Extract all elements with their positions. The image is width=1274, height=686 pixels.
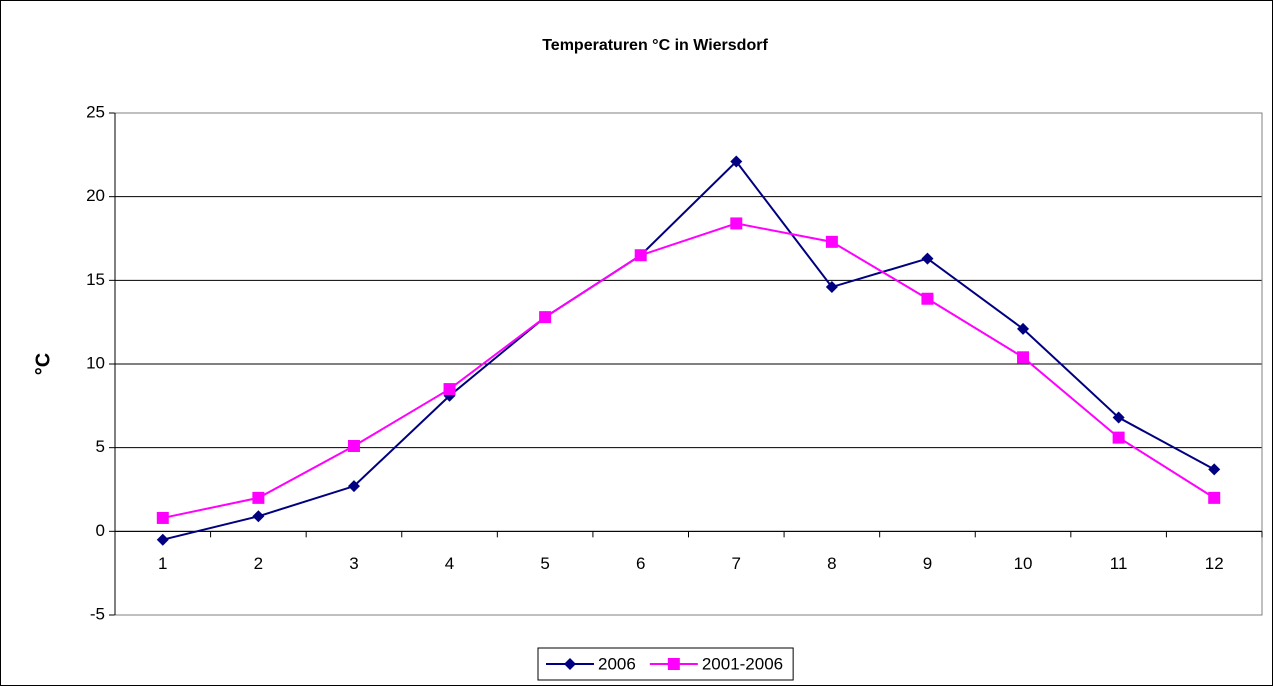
data-point <box>634 249 647 262</box>
data-point <box>1208 463 1221 476</box>
legend-marker <box>667 658 680 670</box>
x-tick-label: 1 <box>158 554 167 573</box>
x-tick-label: 7 <box>732 554 741 573</box>
y-tick-label: 20 <box>86 186 105 205</box>
data-point <box>730 155 743 168</box>
data-point <box>1208 491 1221 504</box>
data-point <box>156 533 169 546</box>
x-tick-label: 11 <box>1110 554 1128 573</box>
x-tick-label: 12 <box>1205 554 1224 573</box>
y-axis-label: °C <box>32 353 54 375</box>
x-tick-label: 5 <box>540 554 549 573</box>
data-point <box>347 439 360 452</box>
data-point <box>825 281 838 294</box>
legend: 2006 2001-2006 <box>537 647 794 681</box>
x-tick-label: 4 <box>445 554 454 573</box>
data-point <box>825 235 838 248</box>
data-point <box>921 252 934 265</box>
x-tick-label: 10 <box>1014 554 1033 573</box>
y-tick-label: 0 <box>96 521 105 540</box>
data-point <box>443 383 456 396</box>
data-point <box>156 511 169 524</box>
data-point <box>252 510 265 523</box>
y-tick-label: 15 <box>86 270 105 289</box>
y-tick-label: -5 <box>90 604 105 623</box>
series-line <box>162 222 1215 519</box>
data-point <box>921 292 934 305</box>
data-point <box>539 311 552 324</box>
x-tick-label: 8 <box>827 554 836 573</box>
x-tick-label: 2 <box>254 554 263 573</box>
legend-label: 2006 <box>598 654 636 673</box>
data-point <box>1017 322 1030 335</box>
y-tick-label: 5 <box>96 437 105 456</box>
legend-marker <box>564 658 576 670</box>
x-tick-label: 6 <box>636 554 645 573</box>
data-point <box>252 491 265 504</box>
x-tick-label: 9 <box>923 554 932 573</box>
data-point <box>1017 351 1030 364</box>
y-tick-label: 10 <box>86 353 105 372</box>
legend-label: 2001-2006 <box>702 654 783 673</box>
chart-title: Temperaturen °C in Wiersdorf <box>542 37 768 54</box>
y-tick-label: 25 <box>86 102 105 121</box>
series-line <box>162 160 1215 541</box>
x-tick-label: 3 <box>349 554 358 573</box>
data-point <box>1112 411 1125 424</box>
data-point <box>730 217 743 230</box>
data-point <box>347 480 360 493</box>
data-point <box>1112 431 1125 444</box>
